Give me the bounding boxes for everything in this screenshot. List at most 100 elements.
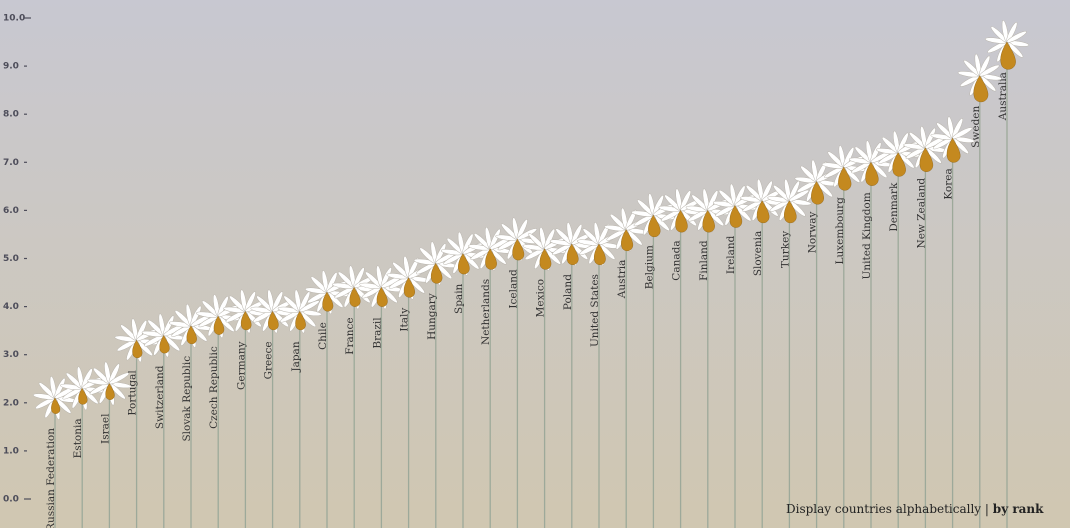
country-label: Italy: [399, 308, 411, 332]
country-label: Greece: [263, 341, 275, 379]
stems: [54, 42, 1008, 528]
highlight-petal: [729, 205, 743, 228]
highlight-petal: [376, 286, 388, 307]
flower: [359, 265, 404, 310]
flower: [168, 303, 214, 348]
y-tick-label: 1.0: [3, 446, 19, 456]
highlight-petal: [78, 387, 88, 405]
country-label: Japan: [290, 341, 302, 372]
sort-controls: Display countries alphabetically | by ra…: [786, 502, 1043, 516]
country-label: Estonia: [72, 418, 84, 458]
flowers: [32, 20, 1030, 420]
highlight-petal: [186, 325, 197, 345]
country-label: Netherlands: [480, 279, 492, 345]
y-tick-label: 2.0: [3, 398, 19, 408]
country-label: Slovenia: [752, 231, 764, 276]
highlight-petal: [756, 200, 770, 224]
flower: [957, 53, 1002, 103]
y-tick-label: 8.0: [3, 110, 19, 120]
highlight-petal: [865, 161, 879, 186]
highlight-petal: [946, 137, 961, 163]
country-label: United Kingdom: [861, 192, 873, 279]
highlight-petal: [973, 75, 989, 103]
country-label: Germany: [235, 341, 247, 390]
flower: [848, 140, 894, 186]
y-tick-label: 10.0: [3, 14, 25, 24]
country-label: Sweden: [970, 105, 982, 147]
highlight-petal: [621, 229, 633, 251]
flower: [740, 178, 785, 224]
country-label: Chile: [317, 322, 329, 350]
highlight-petal: [919, 147, 934, 172]
highlight-petal: [648, 214, 661, 238]
highlight-petal: [322, 291, 334, 312]
y-tick-label: 3.0: [3, 350, 19, 360]
flower: [468, 226, 513, 271]
highlight-petal: [702, 210, 715, 233]
highlight-petal: [430, 262, 443, 284]
country-label: France: [344, 317, 356, 354]
country-label: Turkey: [779, 231, 791, 268]
country-label: Portugal: [127, 370, 139, 416]
flower: [386, 255, 431, 300]
country-label: Slovak Republic: [181, 356, 193, 442]
separator: |: [984, 502, 989, 516]
country-label: Canada: [671, 240, 683, 280]
country-label: New Zealand: [915, 178, 927, 249]
highlight-petal: [675, 210, 688, 233]
highlight-petal: [51, 397, 61, 414]
highlight-petal: [458, 253, 470, 275]
y-tick-label: 7.0: [3, 158, 19, 168]
flower: [32, 376, 78, 420]
sort-by-rank[interactable]: by rank: [992, 502, 1044, 516]
country-label: Hungary: [426, 293, 438, 340]
flower: [821, 145, 866, 191]
highlight-petal: [566, 243, 579, 265]
highlight-petal: [594, 243, 606, 265]
labels: Russian Federation Estonia Israel Portugal S…: [45, 72, 1009, 528]
sort-alphabetical[interactable]: Display countries alphabetically: [786, 502, 982, 516]
country-label: Korea: [943, 168, 955, 199]
country-label: Mexico: [535, 279, 547, 317]
highlight-petal: [539, 248, 552, 270]
flower: [413, 241, 458, 286]
country-label: Poland: [562, 274, 574, 310]
highlight-petal: [403, 277, 415, 298]
highlight-petal: [268, 311, 279, 331]
flower: [141, 313, 186, 358]
highlight-petal: [159, 335, 170, 354]
country-label: Australia: [997, 72, 1009, 121]
country-label: United States: [589, 274, 601, 347]
y-tick-label: 9.0: [3, 62, 19, 72]
country-label: Iceland: [507, 269, 519, 309]
flower: [250, 289, 295, 334]
highlight-petal: [485, 248, 497, 270]
highlight-petal: [295, 311, 306, 331]
flower: [658, 188, 703, 233]
y-tick-label: 4.0: [3, 302, 19, 312]
country-label: Israel: [99, 413, 111, 444]
country-label: Spain: [453, 283, 465, 314]
country-label: Switzerland: [154, 365, 166, 429]
highlight-petal: [838, 166, 852, 191]
y-tick-label: 0.0: [3, 495, 19, 505]
flower: [277, 289, 322, 334]
country-label: Brazil: [371, 317, 383, 349]
flower: [984, 20, 1030, 70]
flower: [549, 222, 594, 266]
highlight-petal: [892, 152, 906, 177]
country-label: Russian Federation: [45, 428, 57, 528]
highlight-petal: [132, 339, 143, 359]
flower: [903, 125, 948, 172]
country-label: Luxembourg: [834, 197, 846, 265]
flower: [223, 289, 268, 334]
highlight-petal: [1000, 41, 1016, 70]
country-label: Denmark: [888, 182, 900, 232]
country-label: Czech Republic: [208, 346, 220, 429]
highlight-petal: [240, 311, 252, 331]
y-tick-label: 6.0: [3, 206, 19, 216]
highlight-petal: [349, 286, 361, 307]
highlight-petal: [784, 200, 797, 224]
flower: [930, 116, 975, 163]
